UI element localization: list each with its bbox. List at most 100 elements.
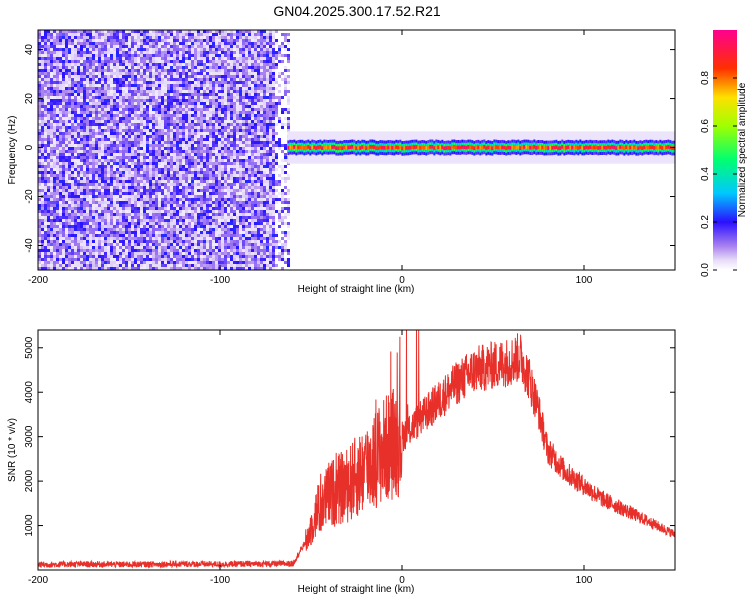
spectrogram-cell [80, 177, 83, 180]
spectrogram-cell [218, 249, 221, 252]
spectrogram-cell [137, 261, 140, 264]
spectrogram-cell [143, 69, 146, 72]
spectrogram-cell [122, 228, 125, 231]
spectrogram-cell [161, 126, 164, 129]
spectrogram-cell [191, 132, 194, 135]
spectrogram-cell [212, 255, 215, 258]
spectrogram-cell [176, 114, 179, 117]
spectrogram-cell [80, 126, 83, 129]
spectrogram-cell [197, 201, 200, 204]
spectrogram-cell [59, 252, 62, 255]
spectrogram-cell [125, 36, 128, 39]
spectrogram-cell [101, 165, 104, 168]
spectrogram-cell [71, 177, 74, 180]
spectrogram-cell [71, 90, 74, 93]
spectrogram-cell [170, 252, 173, 255]
spectrogram-cell [80, 99, 83, 102]
spectrogram-cell [215, 75, 218, 78]
spectrogram-cell [56, 150, 59, 153]
spectrogram-cell [194, 183, 197, 186]
spectrogram-cell [173, 168, 176, 171]
spectrogram-cell [107, 36, 110, 39]
spectrogram-cell [173, 90, 176, 93]
spectrogram-cell [161, 186, 164, 189]
spectrogram-cell [119, 162, 122, 165]
spectrogram-cell [209, 60, 212, 63]
spectrogram-cell [140, 111, 143, 114]
spectrogram-cell [176, 264, 179, 267]
spectrogram-cell [191, 225, 194, 228]
spectrogram-cell [59, 84, 62, 87]
spectrogram-cell [221, 93, 224, 96]
spectrogram-cell [77, 114, 80, 117]
spectrogram-cell [215, 162, 218, 165]
spectrogram-cell [53, 150, 56, 153]
spectrogram-cell [167, 216, 170, 219]
spectrogram-cell [140, 243, 143, 246]
spectrogram-cell [137, 210, 140, 213]
spectrogram-cell [185, 180, 188, 183]
spectrogram-cell [137, 207, 140, 210]
spectrogram-cell [116, 192, 119, 195]
spectrogram-cell [212, 186, 215, 189]
spectrogram-cell [122, 165, 125, 168]
spectrogram-cell [41, 186, 44, 189]
spectrogram-cell [71, 192, 74, 195]
spectrogram-cell [197, 222, 200, 225]
spectrogram-cell [161, 42, 164, 45]
spectrogram-cell [215, 126, 218, 129]
spectrogram-cell [209, 267, 212, 270]
spectrogram-cell [179, 129, 182, 132]
spectrogram-cell [161, 216, 164, 219]
spectrogram-cell [107, 123, 110, 126]
spectrogram-cell [173, 108, 176, 111]
spectrogram-cell [176, 129, 179, 132]
spectrogram-cell [143, 60, 146, 63]
spectrogram-cell [164, 201, 167, 204]
spectrogram-cell [167, 93, 170, 96]
spectrogram-cell [62, 90, 65, 93]
spectrogram-cells [38, 30, 290, 270]
spectrogram-cell [140, 57, 143, 60]
spectrogram-cell [47, 249, 50, 252]
spectrogram-cell [164, 261, 167, 264]
spectrogram-cell [80, 117, 83, 120]
spectrogram-cell [164, 228, 167, 231]
spectrogram-cell [194, 72, 197, 75]
spectrogram-cell [176, 105, 179, 108]
spectrogram-cell [158, 228, 161, 231]
spectrogram-cell [203, 219, 206, 222]
spectrogram-cell [74, 66, 77, 69]
spectrogram-cell [200, 36, 203, 39]
spectrogram-cell [215, 108, 218, 111]
spectrogram-cell [206, 243, 209, 246]
spectrogram-cell [203, 57, 206, 60]
spectrogram-cell [152, 207, 155, 210]
spectrogram-cell [53, 42, 56, 45]
spectrogram-cell [164, 57, 167, 60]
spectrogram-cell [158, 183, 161, 186]
spectrogram-cell [77, 147, 80, 150]
spectrogram-cell [152, 192, 155, 195]
spectrogram-cell [113, 39, 116, 42]
spectrogram-cell [215, 207, 218, 210]
spectrogram-cell [209, 216, 212, 219]
spectrogram-cell [77, 216, 80, 219]
spectrogram-cell [179, 102, 182, 105]
spectrogram-cell [38, 201, 41, 204]
spectrogram-cell [86, 264, 89, 267]
spectrogram-cell [185, 186, 188, 189]
spectrogram-cell [173, 99, 176, 102]
spectrogram-cell [182, 258, 185, 261]
spectrogram-cell [224, 117, 227, 120]
spectrogram-cell [92, 60, 95, 63]
spectrogram-cell [80, 156, 83, 159]
spectrogram-cell [38, 129, 41, 132]
spectrogram-cell [47, 123, 50, 126]
spectrogram-cell [155, 69, 158, 72]
spectrogram-cell [62, 255, 65, 258]
spectrogram-cell [173, 264, 176, 267]
spectrogram-cell [50, 141, 53, 144]
spectrogram-cell [38, 165, 41, 168]
spectrogram-cell [59, 195, 62, 198]
